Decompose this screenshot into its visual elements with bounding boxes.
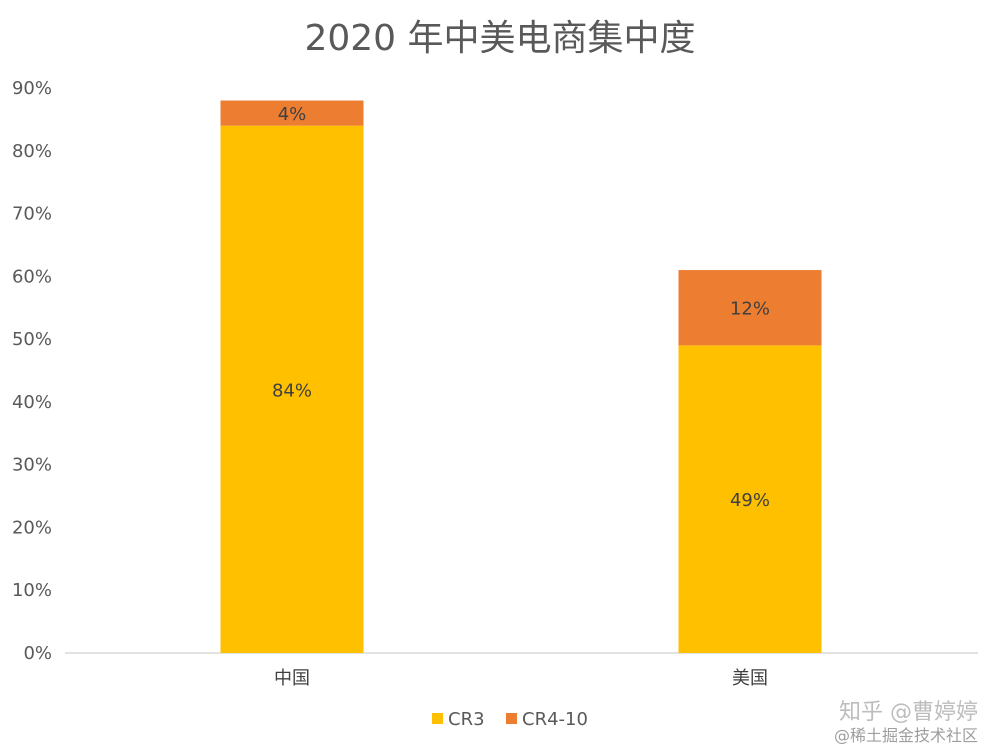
- y-tick-label: 40%: [12, 392, 52, 413]
- legend-label: CR4-10: [522, 709, 588, 730]
- y-tick-label: 90%: [12, 78, 52, 99]
- y-tick-label: 10%: [12, 580, 52, 601]
- data-label: 84%: [272, 380, 312, 401]
- x-axis: 中国 美国: [274, 668, 768, 689]
- data-label: 49%: [730, 490, 770, 511]
- y-tick-label: 60%: [12, 266, 52, 287]
- x-tick-label: 中国: [274, 668, 310, 689]
- y-tick-label: 50%: [12, 329, 52, 350]
- y-axis: 0% 10% 20% 30% 40% 50% 60% 70% 80% 90%: [12, 78, 52, 664]
- bar-cr3-0: [220, 125, 364, 653]
- legend-swatch: [432, 713, 443, 724]
- chart-title: 2020 年中美电商集中度: [304, 18, 695, 59]
- watermark-secondary: @稀土掘金技术社区: [833, 726, 978, 745]
- legend: CR3 CR4-10: [432, 709, 588, 730]
- y-tick-label: 0%: [23, 643, 52, 664]
- y-tick-label: 80%: [12, 141, 52, 162]
- y-tick-label: 20%: [12, 517, 52, 538]
- y-tick-label: 30%: [12, 455, 52, 476]
- data-label: 4%: [278, 104, 307, 125]
- bars: 84% 4% 49% 12%: [220, 100, 822, 653]
- x-tick-label: 美国: [732, 668, 768, 689]
- bar-cr3-1: [678, 345, 822, 653]
- bar-cr4-10-1: [678, 270, 822, 346]
- legend-swatch: [506, 713, 517, 724]
- bar-cr4-10-0: [220, 100, 364, 126]
- legend-label: CR3: [448, 709, 485, 730]
- watermark: 知乎 @曹婷婷: [839, 700, 978, 725]
- y-tick-label: 70%: [12, 204, 52, 225]
- data-label: 12%: [730, 299, 770, 320]
